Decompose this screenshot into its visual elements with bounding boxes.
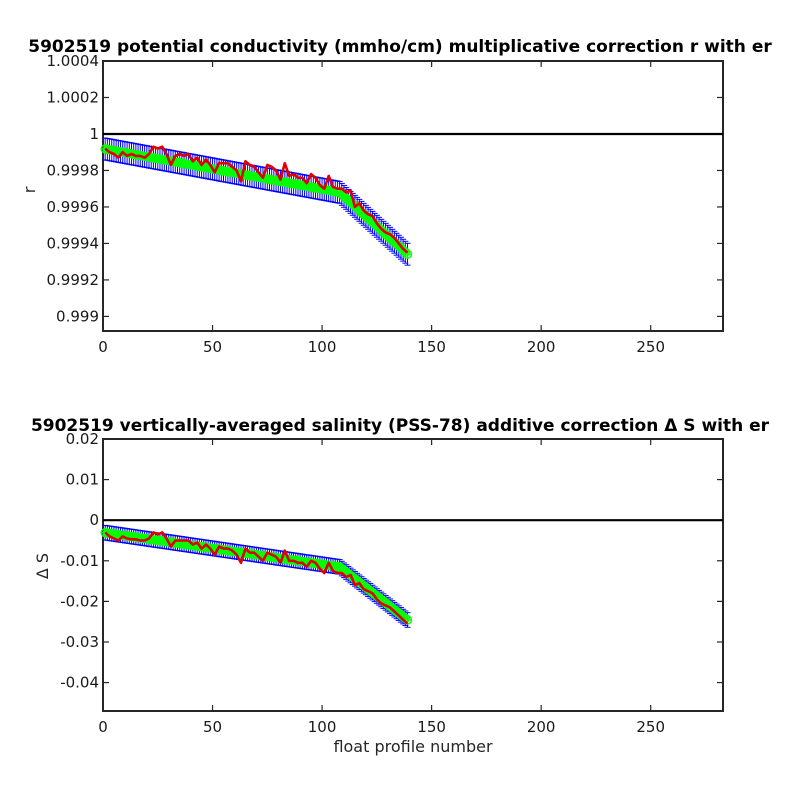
x-tick-label: 150 xyxy=(417,338,446,356)
y-tick-label: -0.02 xyxy=(60,592,99,610)
conductivity-correction-panel: 5902519 potential conductivity (mmho/cm)… xyxy=(20,37,772,356)
y-tick-label: 0.01 xyxy=(66,471,99,489)
x-tick-label: 200 xyxy=(527,718,556,736)
x-tick-label: 250 xyxy=(636,718,665,736)
y-tick-label: 1 xyxy=(89,125,99,143)
y-tick-label: 0.999 xyxy=(56,307,99,325)
conductivity-chart-title: 5902519 potential conductivity (mmho/cm)… xyxy=(28,37,772,57)
x-tick-label: 50 xyxy=(203,338,222,356)
correction-markers xyxy=(100,144,413,259)
conductivity-y-axis-label: r xyxy=(20,186,39,193)
y-tick-label: 1.0002 xyxy=(47,88,100,106)
salinity-correction-panel: 5902519 vertically-averaged salinity (PS… xyxy=(31,416,770,756)
profile-correction-line xyxy=(104,145,409,254)
x-tick-label: 100 xyxy=(308,338,337,356)
y-tick-label: 0.9998 xyxy=(47,161,100,179)
x-tick-label: 150 xyxy=(417,718,446,736)
profile-correction-line xyxy=(104,531,409,625)
salinity-y-axis-label: Δ S xyxy=(33,553,52,579)
y-tick-label: -0.01 xyxy=(60,552,99,570)
x-tick-label: 100 xyxy=(308,718,337,736)
salinity-x-axis-label: float profile number xyxy=(333,737,493,756)
salinity-chart-title: 5902519 vertically-averaged salinity (PS… xyxy=(31,416,770,436)
x-tick-label: 200 xyxy=(527,338,556,356)
x-tick-label: 0 xyxy=(98,718,108,736)
y-tick-label: 0.9996 xyxy=(47,198,100,216)
y-tick-label: 0.9992 xyxy=(47,271,100,289)
correction-markers xyxy=(100,527,413,625)
plot-area-frame xyxy=(102,438,724,712)
y-tick-label: 0 xyxy=(89,511,99,529)
y-tick-label: 1.0004 xyxy=(47,52,100,70)
y-tick-label: -0.04 xyxy=(60,674,99,692)
x-tick-label: 250 xyxy=(636,338,665,356)
x-tick-label: 50 xyxy=(203,718,222,736)
y-tick-label: 0.02 xyxy=(66,430,99,448)
x-tick-label: 0 xyxy=(98,338,108,356)
y-tick-label: 0.9994 xyxy=(47,234,100,252)
plot-area-frame xyxy=(102,60,724,332)
y-tick-label: -0.03 xyxy=(60,633,99,651)
